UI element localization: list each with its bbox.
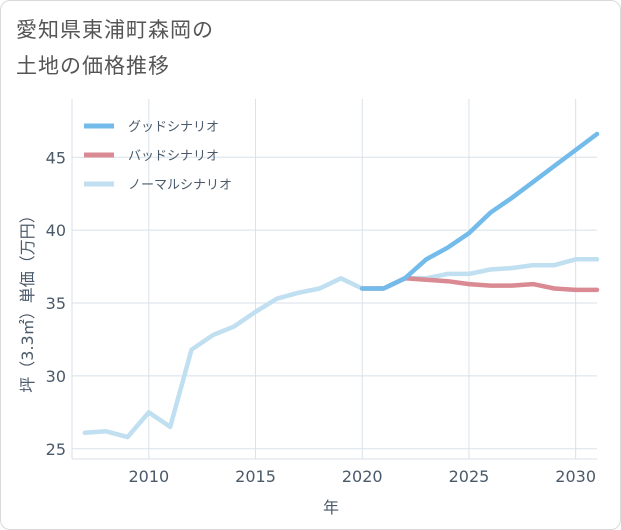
grid	[71, 99, 597, 460]
x-axis-label: 年	[323, 498, 339, 517]
legend-item-0[interactable]: グッドシナリオ	[84, 120, 219, 135]
legend-label: グッドシナリオ	[128, 120, 219, 135]
chart-title-line-1: 愛知県東浦町森岡の	[16, 18, 214, 42]
y-tick-label: 25	[46, 440, 66, 459]
series-line-2	[82, 257, 600, 440]
legend-item-1[interactable]: バッドシナリオ	[84, 149, 219, 164]
legend-label: ノーマルシナリオ	[128, 178, 232, 193]
x-tick-label: 2010	[128, 467, 169, 486]
x-tick-label: 2015	[235, 467, 276, 486]
y-tick-label: 45	[46, 148, 66, 167]
x-tick-label: 2030	[555, 467, 596, 486]
series-lines	[82, 131, 600, 440]
chart-title-line-2: 土地の価格推移	[16, 54, 170, 78]
legend-item-2[interactable]: ノーマルシナリオ	[84, 178, 232, 193]
axes: 2010 2015 2020 2025 2030 25 30 35 40 45	[46, 148, 596, 486]
y-axis-label: 坪（3.3㎡）単価（万円）	[18, 207, 37, 392]
x-tick-label: 2025	[449, 467, 490, 486]
y-tick-label: 40	[46, 221, 66, 240]
series-line-0	[359, 131, 600, 291]
legend-label: バッドシナリオ	[128, 149, 219, 164]
y-tick-label: 30	[46, 367, 66, 386]
x-tick-label: 2020	[342, 467, 383, 486]
y-tick-label: 35	[46, 294, 66, 313]
